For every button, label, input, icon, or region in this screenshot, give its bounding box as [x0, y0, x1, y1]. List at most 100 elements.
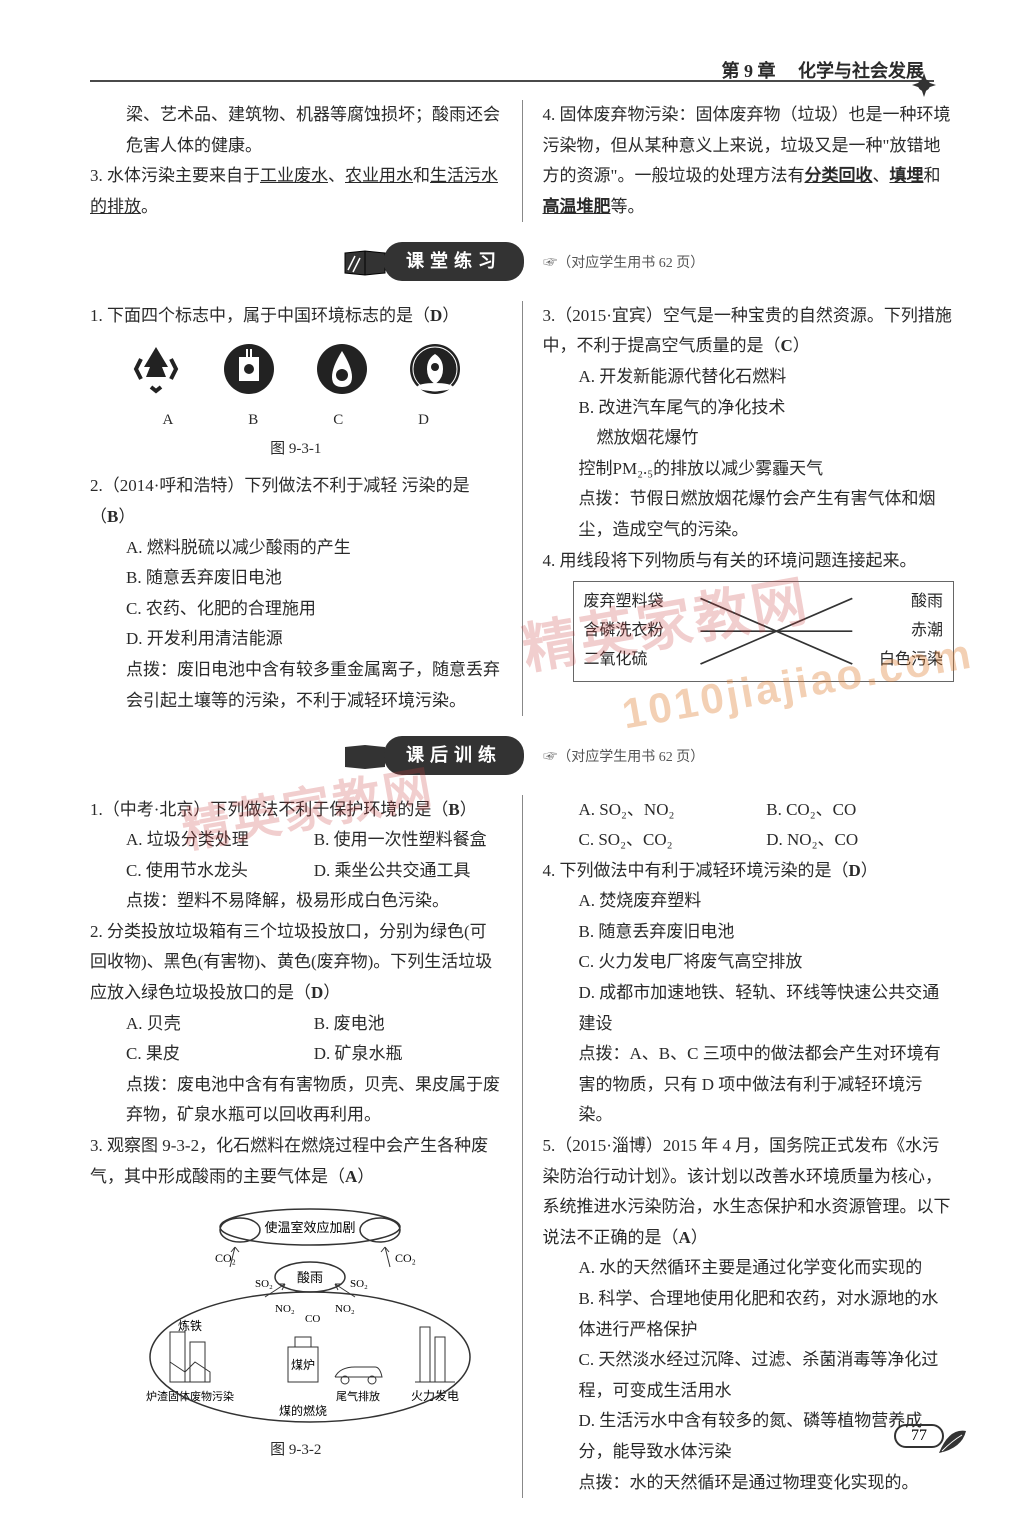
option: A. 燃料脱硫以减少酸雨的产生: [90, 533, 502, 564]
svg-text:酸雨: 酸雨: [297, 1270, 323, 1285]
option: D. 乘坐公共交通工具: [314, 856, 502, 887]
q3: 3.（2015·宜宾）空气是一种宝贵的自然资源。下列措施中，不利于提高空气质量的…: [543, 301, 955, 362]
question-text: 2.（2014·呼和浩特）下列做法不利于减轻 污染的是（: [90, 476, 470, 526]
hint: 点拨：塑料不易降解，极易形成白色污染。: [90, 886, 502, 917]
flower-icon: [909, 70, 939, 100]
svg-text:煤的燃烧: 煤的燃烧: [279, 1403, 327, 1418]
text: ）: [357, 1167, 374, 1186]
svg-text:NO₂: NO₂: [335, 1303, 355, 1315]
label: C: [333, 407, 343, 434]
svg-text:火力发电: 火力发电: [411, 1388, 459, 1403]
recycle-icon: [126, 339, 186, 399]
chapter-title: 化学与社会发展: [798, 61, 924, 81]
q3: 3. 观察图 9-3-2，化石燃料在燃烧过程中会产生各种废气，其中形成酸雨的主要…: [90, 1131, 502, 1192]
hint: 点拨：废电池中含有有害物质，贝壳、果皮属于废弃物，矿泉水瓶可以回收再利用。: [90, 1070, 502, 1131]
text: ）: [793, 336, 810, 355]
section-title: 课堂练习: [384, 242, 524, 280]
option-row: A. SO₂、NO₂ B. CO₂、CO: [543, 795, 955, 826]
answer: D: [430, 306, 442, 325]
intro-item2: 梁、艺术品、建筑物、机器等腐蚀损坏；酸雨还会危害人体的健康。: [90, 100, 502, 161]
question-text: 1. 下面四个标志中，属于中国环境标志的是（: [90, 306, 430, 325]
option: B. 随意丢弃废旧电池: [90, 563, 502, 594]
section-note: ☞（对应学生用书 62 页）: [543, 256, 704, 271]
svg-text:尾气排放: 尾气排放: [336, 1389, 380, 1403]
hint: 点拨：节假日燃放烟花爆竹会产生有害气体和烟尘，造成空气的污染。: [543, 484, 955, 545]
match-left: 含磷洗衣粉: [584, 617, 664, 646]
label: B: [248, 407, 258, 434]
answer: B: [448, 800, 459, 819]
match-right: 赤潮: [911, 617, 943, 646]
match-left: 废弃塑料袋: [584, 588, 664, 617]
option: 燃放烟花爆竹: [543, 423, 955, 454]
option: C. 农药、化肥的合理施用: [90, 594, 502, 625]
svg-text:SO₂: SO₂: [255, 1278, 273, 1290]
option: B. 科学、合理地使用化肥和农药，对水源地的水体进行严格保护: [543, 1284, 955, 1345]
underline: 工业废水: [260, 166, 328, 185]
option: A. 贝壳: [126, 1009, 314, 1040]
text: 3. 水体污染主要来自于: [90, 166, 260, 185]
text: ）: [691, 1228, 708, 1247]
option: D. 开发利用清洁能源: [90, 624, 502, 655]
option: C. 果皮: [126, 1039, 314, 1070]
option: B. CO₂、CO: [766, 795, 954, 826]
figure-caption: 图 9-3-1: [90, 436, 502, 463]
answer: D: [311, 983, 323, 1002]
underline: 分类回收: [804, 166, 872, 185]
text: 。: [141, 197, 158, 216]
answer: A: [679, 1228, 691, 1247]
hint: 点拨：水的天然循环是通过物理变化实现的。: [543, 1468, 955, 1499]
chapter-header: 第 9 章 化学与社会发展: [722, 55, 925, 87]
question-text: 4. 下列做法中有利于减轻环境污染的是（: [543, 861, 849, 880]
option: A. 垃圾分类处理: [126, 825, 314, 856]
svg-text:CO: CO: [305, 1313, 320, 1325]
q2: 2.（2014·呼和浩特）下列做法不利于减轻 污染的是（B）: [90, 471, 502, 532]
svg-text:使温室效应加剧: 使温室效应加剧: [264, 1220, 355, 1235]
option: C. SO₂、CO₂: [579, 825, 767, 856]
match-diagram: 废弃塑料袋酸雨 含磷洗衣粉赤潮 二氧化硫白色污染: [573, 581, 955, 681]
option: D. 成都市加速地铁、轻轨、环线等快速公共交通建设: [543, 978, 955, 1039]
book-icon: [340, 742, 390, 772]
text: ）: [118, 507, 135, 526]
text: ）: [861, 861, 878, 880]
question-text: 5.（2015·淄博）2015 年 4 月，国务院正式发布《水污染防治行动计划》…: [543, 1136, 951, 1247]
china-env-icon: [405, 339, 465, 399]
chapter-num: 第 9 章: [722, 61, 776, 81]
svg-text:NO₂: NO₂: [275, 1303, 295, 1315]
option: D. 矿泉水瓶: [314, 1039, 502, 1070]
answer: A: [345, 1167, 357, 1186]
option: D. NO₂、CO: [766, 825, 954, 856]
option: C. 使用节水龙头: [126, 856, 314, 887]
q2: 2. 分类投放垃圾箱有三个垃圾投放口，分别为绿色(可回收物)、黑色(有害物)、黄…: [90, 917, 502, 1009]
hint: 点拨：废旧电池中含有较多重金属离子，随意丢弃会引起土壤等的污染，不利于减轻环境污…: [90, 655, 502, 716]
text: 和: [413, 166, 430, 185]
svg-text:SO₂: SO₂: [350, 1278, 368, 1290]
option-row: C. SO₂、CO₂ D. NO₂、CO: [543, 825, 955, 856]
option: B. 使用一次性塑料餐盒: [314, 825, 502, 856]
intro-item3: 3. 水体污染主要来自于工业废水、农业用水和生活污水的排放。: [90, 161, 502, 222]
label: D: [418, 407, 429, 434]
text: ）: [460, 800, 477, 819]
match-right: 白色污染: [879, 646, 943, 675]
text: 和: [923, 166, 940, 185]
label: A: [162, 407, 173, 434]
header-line: [90, 80, 934, 82]
section-divider-1: 课堂练习 ☞（对应学生用书 62 页）: [90, 242, 954, 280]
svg-text:炉渣固体废物污染: 炉渣固体废物污染: [146, 1389, 234, 1403]
option-row: A. 贝壳 B. 废电池: [90, 1009, 502, 1040]
book-icon: [340, 248, 390, 278]
option: A. 开发新能源代替化石燃料: [543, 362, 955, 393]
water-icon: [312, 339, 372, 399]
option: B. 改进汽车尾气的净化技术: [543, 393, 955, 424]
text: 等。: [611, 197, 645, 216]
option: 控制PM₂.₅的排放以减少雾霾天气: [543, 454, 955, 485]
exercise-set-2: 1.（中考·北京）下列做法不利于保护环境的是（B） A. 垃圾分类处理 B. 使…: [90, 795, 954, 1499]
exercise-set-1: 1. 下面四个标志中，属于中国环境标志的是（D）: [90, 301, 954, 716]
text: 、: [872, 166, 889, 185]
intro-section: 梁、艺术品、建筑物、机器等腐蚀损坏；酸雨还会危害人体的健康。 3. 水体污染主要…: [90, 100, 954, 222]
section-title: 课后训练: [384, 736, 524, 774]
option-row: A. 垃圾分类处理 B. 使用一次性塑料餐盒: [90, 825, 502, 856]
figure-caption: 图 9-3-2: [90, 1437, 502, 1464]
q1: 1. 下面四个标志中，属于中国环境标志的是（D）: [90, 301, 502, 332]
question-text: 2. 分类投放垃圾箱有三个垃圾投放口，分别为绿色(可回收物)、黑色(有害物)、黄…: [90, 922, 492, 1002]
question-text: 1.（中考·北京）下列做法不利于保护环境的是（: [90, 800, 448, 819]
